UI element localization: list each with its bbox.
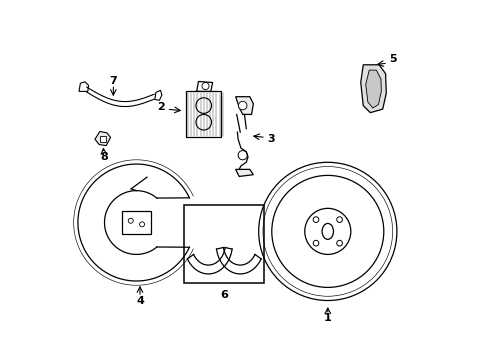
Polygon shape <box>235 169 253 176</box>
Bar <box>185 91 221 138</box>
Bar <box>100 136 105 142</box>
Text: 8: 8 <box>101 152 108 162</box>
Circle shape <box>238 101 246 110</box>
Polygon shape <box>95 131 110 145</box>
Circle shape <box>128 218 133 223</box>
Polygon shape <box>360 65 386 113</box>
Text: 6: 6 <box>220 290 227 300</box>
Circle shape <box>196 114 211 130</box>
Circle shape <box>202 82 209 90</box>
Text: 5: 5 <box>389 54 396 64</box>
Polygon shape <box>155 90 162 100</box>
Bar <box>122 211 150 234</box>
Circle shape <box>196 98 211 113</box>
Circle shape <box>336 217 342 222</box>
Text: 4: 4 <box>136 296 143 306</box>
Text: 2: 2 <box>157 102 165 112</box>
Text: 1: 1 <box>323 313 331 323</box>
Circle shape <box>238 150 247 160</box>
Circle shape <box>312 217 318 222</box>
Circle shape <box>139 222 144 227</box>
Text: 3: 3 <box>267 134 274 144</box>
Ellipse shape <box>322 224 333 239</box>
Polygon shape <box>235 97 253 114</box>
Circle shape <box>312 240 318 246</box>
Text: 7: 7 <box>109 76 117 86</box>
Polygon shape <box>365 70 381 108</box>
Polygon shape <box>79 82 88 91</box>
Circle shape <box>336 240 342 246</box>
Bar <box>184 205 264 283</box>
